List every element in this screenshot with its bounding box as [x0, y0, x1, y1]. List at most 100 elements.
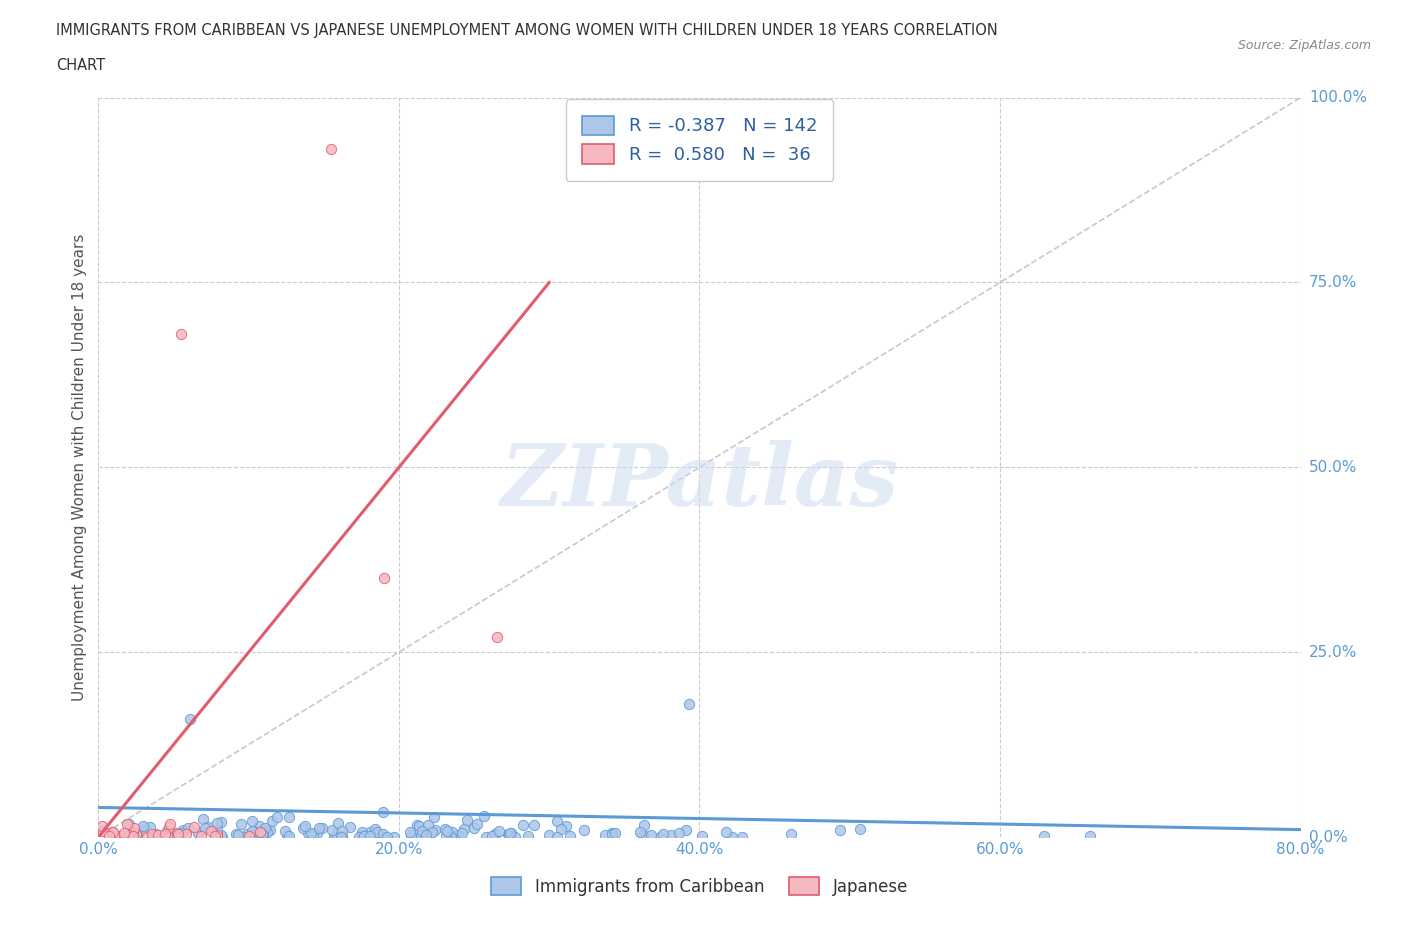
Point	[118, 817, 141, 831]
Point	[145, 826, 167, 841]
Point	[277, 829, 299, 844]
Point	[600, 827, 623, 842]
Text: 75.0%: 75.0%	[1309, 275, 1357, 290]
Text: ZIPatlas: ZIPatlas	[501, 441, 898, 524]
Text: 25.0%: 25.0%	[1309, 644, 1357, 659]
Point	[121, 824, 143, 839]
Point	[648, 830, 671, 844]
Point	[252, 827, 274, 842]
Point	[600, 825, 623, 840]
Point	[633, 828, 655, 843]
Point	[675, 823, 697, 838]
Text: CHART: CHART	[56, 58, 105, 73]
Point	[352, 825, 374, 840]
Point	[463, 820, 485, 835]
Point	[498, 829, 520, 844]
Point	[501, 826, 523, 841]
Point	[231, 817, 253, 831]
Point	[441, 824, 464, 839]
Point	[640, 828, 662, 843]
Point	[242, 824, 264, 839]
Point	[103, 825, 125, 840]
Point	[411, 828, 433, 843]
Point	[849, 821, 872, 836]
Point	[172, 823, 194, 838]
Point	[371, 826, 394, 841]
Point	[112, 825, 135, 840]
Point	[375, 830, 398, 844]
Point	[166, 830, 188, 844]
Point	[308, 820, 330, 835]
Legend: Immigrants from Caribbean, Japanese: Immigrants from Caribbean, Japanese	[485, 870, 914, 903]
Point	[481, 829, 503, 844]
Point	[239, 828, 262, 843]
Point	[550, 821, 572, 836]
Point	[240, 813, 263, 828]
Point	[416, 818, 439, 833]
Point	[330, 829, 353, 844]
Point	[141, 827, 163, 842]
Point	[538, 828, 561, 843]
Point	[209, 828, 232, 843]
Point	[240, 823, 263, 838]
Point	[484, 827, 506, 842]
Point	[274, 824, 297, 839]
Point	[108, 829, 131, 844]
Point	[558, 829, 581, 844]
Point	[91, 823, 114, 838]
Point	[197, 819, 219, 834]
Point	[472, 809, 495, 824]
Point	[157, 819, 180, 834]
Point	[828, 823, 851, 838]
Point	[330, 830, 353, 844]
Point	[325, 827, 347, 842]
Point	[423, 809, 446, 824]
Point	[505, 830, 527, 844]
Point	[233, 830, 256, 844]
Point	[297, 825, 319, 840]
Point	[339, 820, 361, 835]
Point	[207, 822, 229, 837]
Point	[193, 811, 215, 826]
Point	[628, 824, 651, 839]
Point	[412, 825, 434, 840]
Point	[353, 829, 375, 844]
Point	[602, 828, 624, 843]
Point	[382, 830, 405, 844]
Point	[124, 820, 146, 835]
Point	[408, 818, 430, 833]
Point	[374, 830, 396, 844]
Point	[278, 809, 301, 824]
Point	[299, 826, 322, 841]
Point	[406, 817, 429, 832]
Point	[200, 823, 222, 838]
Point	[266, 809, 288, 824]
Point	[546, 813, 568, 828]
Point	[399, 825, 422, 840]
Point	[517, 829, 540, 844]
Point	[323, 830, 346, 844]
Text: 100.0%: 100.0%	[1309, 90, 1367, 105]
Point	[294, 818, 316, 833]
Point	[433, 821, 456, 836]
Point	[321, 142, 343, 157]
Point	[512, 817, 534, 832]
Point	[572, 823, 595, 838]
Point	[595, 828, 617, 843]
Point	[731, 830, 754, 844]
Point	[441, 829, 464, 844]
Point	[156, 823, 179, 838]
Point	[453, 821, 475, 836]
Point	[226, 828, 249, 843]
Point	[721, 830, 744, 844]
Point	[125, 829, 148, 844]
Point	[451, 826, 474, 841]
Point	[146, 828, 169, 843]
Point	[209, 815, 232, 830]
Point	[98, 829, 121, 844]
Point	[1033, 829, 1056, 844]
Point	[780, 827, 803, 842]
Point	[211, 830, 233, 844]
Point	[139, 819, 162, 834]
Point	[156, 830, 179, 844]
